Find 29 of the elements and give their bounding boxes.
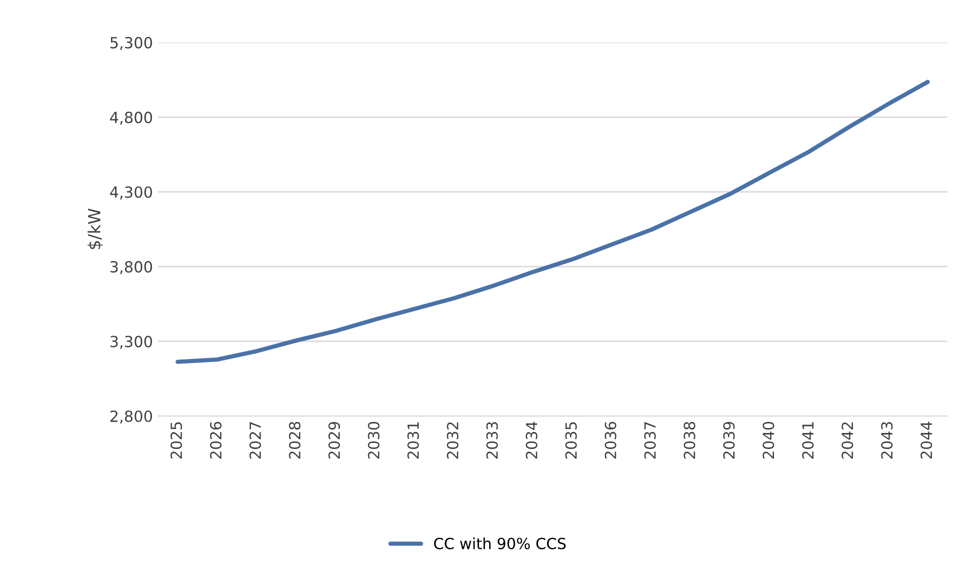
x-tick-label: 2034 bbox=[526, 422, 538, 459]
y-tick-label: 3,300 bbox=[110, 336, 152, 349]
x-tick-label: 2037 bbox=[644, 422, 656, 459]
x-tick-label: 2028 bbox=[288, 422, 301, 459]
x-tick-label: 2033 bbox=[486, 422, 498, 459]
x-tick-label: 2032 bbox=[446, 422, 458, 459]
legend-label: CC with 90% CCS bbox=[434, 537, 566, 550]
x-tick-label: 2031 bbox=[407, 422, 419, 459]
x-tick-label: 2030 bbox=[368, 422, 380, 459]
y-tick-label: 5,300 bbox=[110, 36, 152, 50]
x-tick-label: 2042 bbox=[842, 422, 854, 459]
y-tick-label: 4,800 bbox=[110, 112, 152, 125]
x-tick-label: 2039 bbox=[723, 422, 735, 459]
x-tick-label: 2025 bbox=[170, 422, 182, 459]
x-tick-label: 2027 bbox=[249, 422, 262, 459]
x-tick-label: 2040 bbox=[762, 422, 774, 459]
y-axis-title: $/kW bbox=[88, 208, 103, 250]
x-tick-label: 2026 bbox=[210, 422, 222, 459]
x-tick-label: 2041 bbox=[802, 422, 814, 459]
x-tick-label: 2029 bbox=[328, 422, 340, 459]
x-tick-label: 2043 bbox=[881, 422, 893, 459]
y-tick-label: 2,800 bbox=[110, 410, 152, 424]
line-series bbox=[176, 80, 930, 364]
x-tick-label: 2044 bbox=[920, 422, 932, 459]
y-tick-label: 4,300 bbox=[110, 186, 152, 200]
x-tick-label: 2036 bbox=[604, 422, 616, 459]
y-tick-label: 3,800 bbox=[110, 261, 152, 274]
x-tick-label: 2038 bbox=[684, 422, 696, 459]
x-tick-label: 2035 bbox=[565, 422, 577, 459]
